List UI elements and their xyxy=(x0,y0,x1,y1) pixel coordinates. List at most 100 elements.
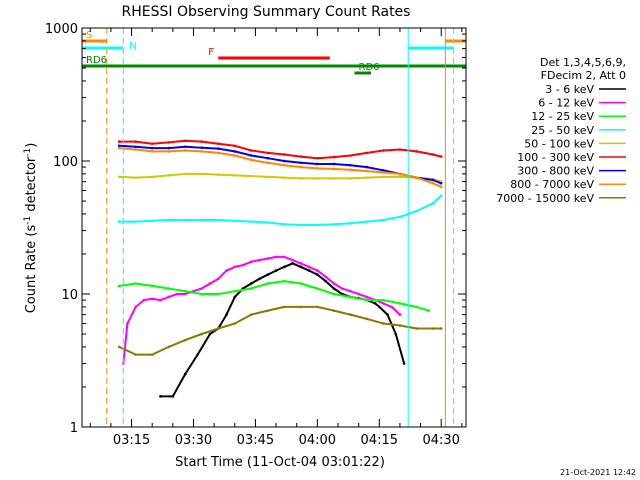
legend-label: 6 - 12 keV xyxy=(538,97,594,110)
series-point-6 xyxy=(439,155,443,158)
series-point-9 xyxy=(117,345,121,349)
series-point-6 xyxy=(216,142,220,145)
series-point-8 xyxy=(382,171,385,174)
series-point-5 xyxy=(167,174,171,177)
series-point-2 xyxy=(299,262,303,265)
series-point-7 xyxy=(431,178,435,182)
series-point-8 xyxy=(183,149,187,152)
series-point-4 xyxy=(398,215,402,219)
series-point-7 xyxy=(167,146,171,150)
series-point-6 xyxy=(233,144,237,148)
series-point-9 xyxy=(134,353,137,356)
series-point-2 xyxy=(398,313,402,316)
series-point-1 xyxy=(283,265,286,269)
series-point-7 xyxy=(200,146,204,149)
series-point-3 xyxy=(249,287,253,290)
series-point-8 xyxy=(117,146,121,150)
series-point-7 xyxy=(439,181,443,185)
series-point-3 xyxy=(167,287,171,290)
series-point-8 xyxy=(134,148,137,151)
series-point-2 xyxy=(175,292,179,296)
series-point-3 xyxy=(332,292,336,296)
series-point-9 xyxy=(431,327,435,330)
series-point-4 xyxy=(316,223,319,227)
series-point-9 xyxy=(415,327,418,330)
series-point-2 xyxy=(241,263,245,267)
series-point-1 xyxy=(377,305,381,309)
series-point-8 xyxy=(249,158,253,162)
y-axis-label-sup2: -1 xyxy=(23,148,33,157)
series-point-9 xyxy=(316,305,319,309)
series-point-2 xyxy=(340,287,344,290)
series-point-2 xyxy=(167,295,171,299)
series-point-5 xyxy=(183,172,187,176)
series-point-8 xyxy=(365,169,369,173)
series-point-7 xyxy=(299,161,303,165)
series-point-2 xyxy=(357,292,360,296)
series-point-1 xyxy=(225,313,228,316)
series-point-6 xyxy=(316,156,319,160)
series-point-7 xyxy=(266,156,270,160)
series-point-8 xyxy=(398,172,402,176)
series-point-3 xyxy=(316,287,319,290)
series-point-9 xyxy=(382,322,385,325)
series-point-2 xyxy=(349,289,352,293)
y-axis-label-main: Count Rate (s xyxy=(24,225,39,314)
series-point-7 xyxy=(117,144,121,148)
series-point-5 xyxy=(266,175,270,179)
series-point-4 xyxy=(216,218,220,222)
legend-label: 7000 - 15000 keV xyxy=(496,192,594,205)
series-point-7 xyxy=(382,169,385,172)
plot-frame xyxy=(81,27,467,428)
series-point-6 xyxy=(183,139,187,143)
series-point-6 xyxy=(365,151,369,155)
annotation-label: S xyxy=(86,30,92,41)
series-point-2 xyxy=(266,257,270,260)
series-point-8 xyxy=(200,150,204,153)
series-point-1 xyxy=(266,273,270,276)
series-point-3 xyxy=(415,305,418,309)
series-point-5 xyxy=(233,174,237,177)
series-point-1 xyxy=(233,295,237,299)
x-tick-label: 04:00 xyxy=(299,433,336,448)
series-point-3 xyxy=(427,309,431,312)
series-point-5 xyxy=(117,175,121,179)
series-point-1 xyxy=(394,332,398,336)
series-point-2 xyxy=(216,277,220,281)
series-point-7 xyxy=(216,147,220,150)
series-point-4 xyxy=(134,220,137,223)
timestamp: 21-Oct-2021 12:42 xyxy=(560,468,636,477)
series-point-3 xyxy=(398,302,402,305)
series-point-5 xyxy=(150,175,154,179)
series-point-2 xyxy=(390,305,393,309)
series-point-9 xyxy=(439,327,443,330)
series-point-1 xyxy=(291,262,294,265)
legend-label: 12 - 25 keV xyxy=(531,110,594,123)
series-point-6 xyxy=(283,153,286,156)
series-point-1 xyxy=(159,395,162,398)
legend-header-2: FDecim 2, Att 0 xyxy=(541,69,626,82)
series-point-2 xyxy=(150,297,154,301)
series-point-3 xyxy=(299,282,303,285)
legend-label: 25 - 50 keV xyxy=(531,124,594,137)
series-point-7 xyxy=(183,145,187,149)
series-point-3 xyxy=(117,284,121,288)
series-point-1 xyxy=(274,269,278,272)
series-point-4 xyxy=(382,218,385,222)
series-point-9 xyxy=(200,332,204,336)
y-tick-label: 1 xyxy=(70,421,78,436)
series-point-4 xyxy=(150,219,154,223)
series-point-9 xyxy=(332,309,336,312)
series-point-5 xyxy=(398,175,402,179)
series-point-6 xyxy=(117,140,121,143)
series-point-3 xyxy=(233,289,237,293)
series-point-3 xyxy=(200,292,204,296)
series-point-5 xyxy=(316,177,319,180)
series-point-8 xyxy=(167,150,171,153)
series-point-6 xyxy=(200,140,204,143)
annotation-group: S N F RD6 RD6 xyxy=(82,28,466,427)
series-point-4 xyxy=(200,218,204,222)
series-point-9 xyxy=(183,338,187,342)
legend-label: 3 - 6 keV xyxy=(545,83,594,96)
series-line-3 xyxy=(119,280,430,312)
